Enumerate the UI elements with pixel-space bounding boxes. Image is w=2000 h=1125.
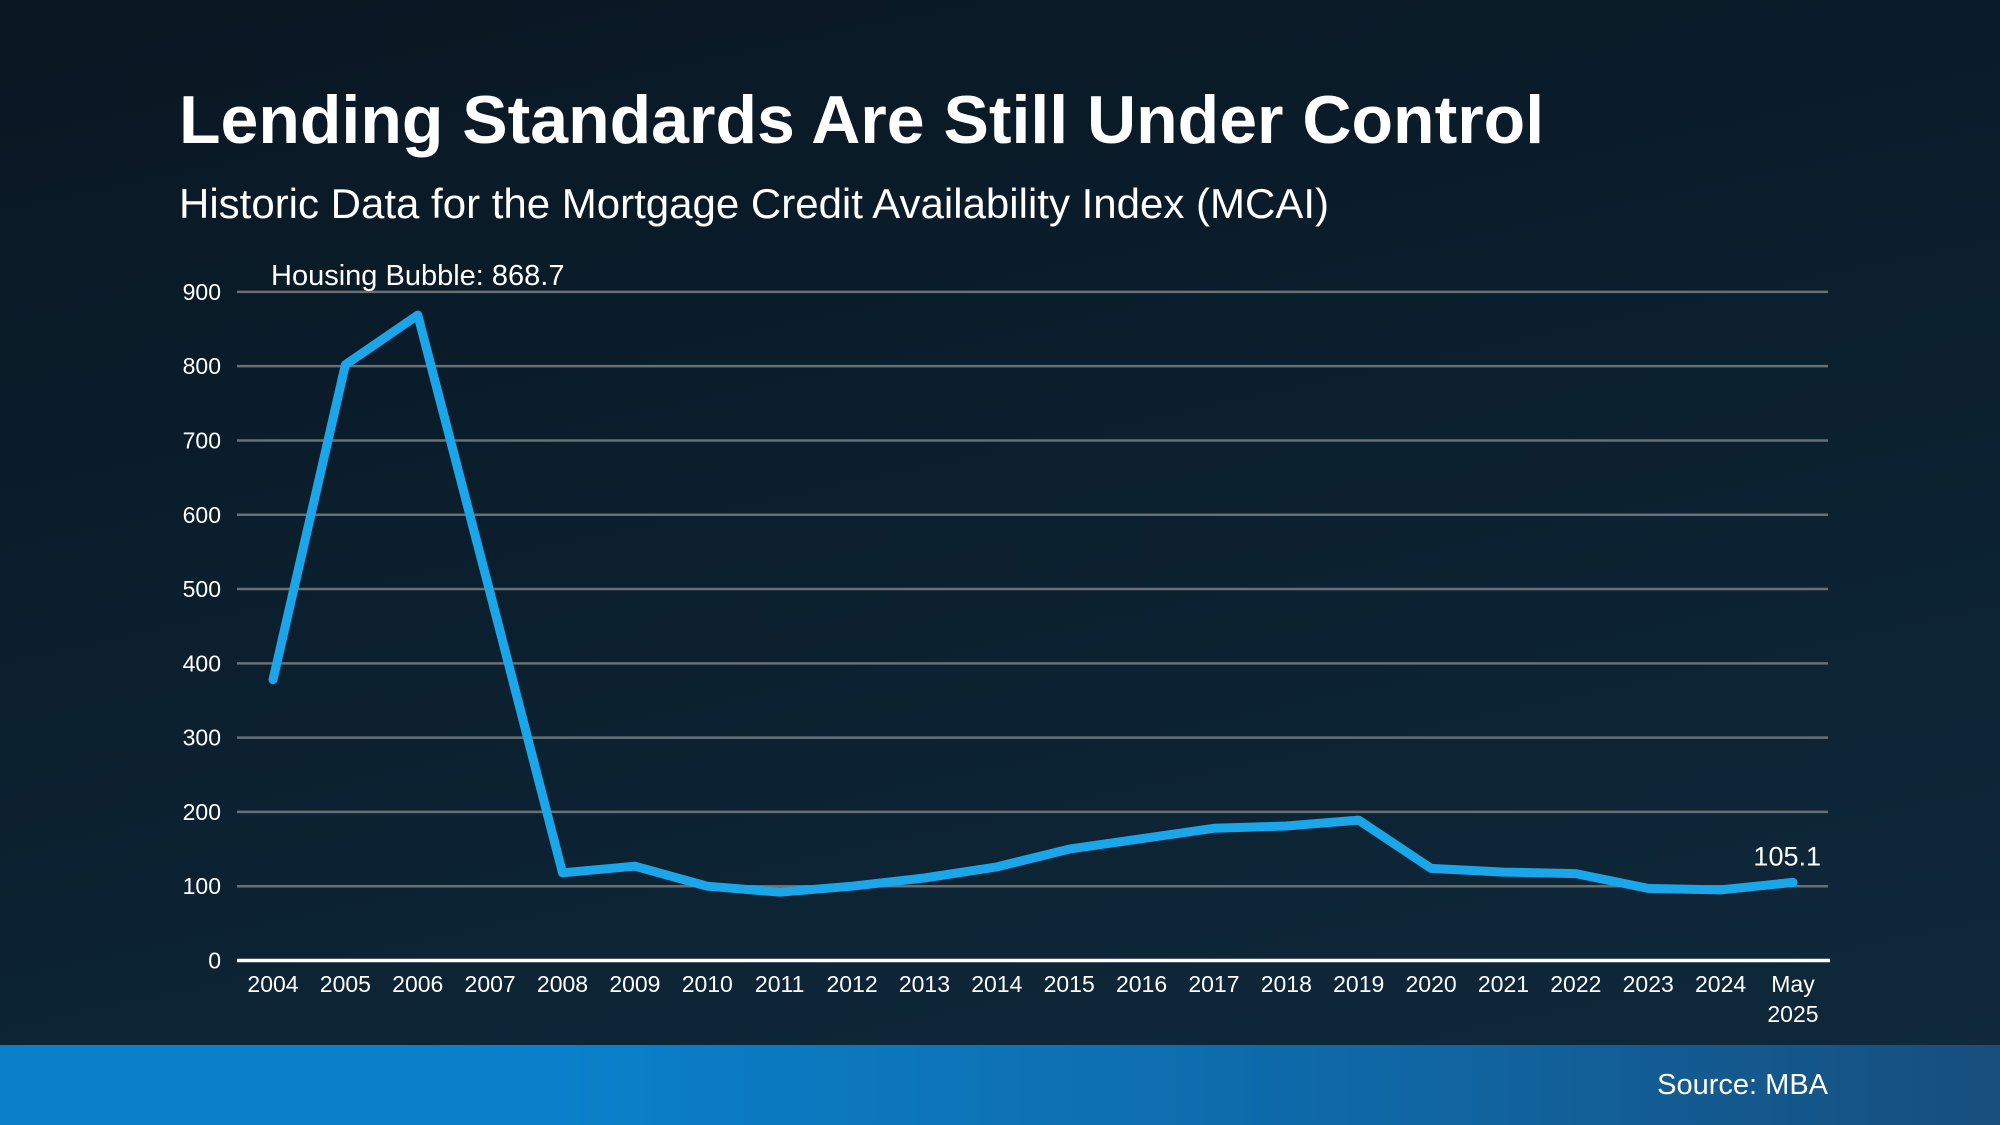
- x-axis-tick-label: 2008: [537, 971, 588, 997]
- mcai-line: [268, 310, 1798, 897]
- y-axis-tick-label: 0: [208, 948, 221, 974]
- housing-bubble-annotation: Housing Bubble: 868.7: [271, 260, 564, 292]
- x-axis-tick-label: 2022: [1550, 971, 1601, 997]
- footer-source-bar: Source: MBA: [0, 1045, 2000, 1125]
- latest-value-label: 105.1: [1753, 841, 1821, 871]
- y-axis-tick-label: 500: [183, 576, 221, 602]
- y-axis-tick-label: 100: [183, 873, 221, 899]
- x-axis-tick-label: 2007: [465, 971, 516, 997]
- x-axis-tick-label: 2015: [1044, 971, 1095, 997]
- x-axis-tick-label: 2017: [1188, 971, 1239, 997]
- x-axis-tick-label: 2024: [1695, 971, 1746, 997]
- x-axis-tick-label: 2019: [1333, 971, 1384, 997]
- x-axis-tick-label: 2013: [899, 971, 950, 997]
- x-axis-tick-label: 2023: [1623, 971, 1674, 997]
- y-axis-tick-label: 400: [183, 650, 221, 676]
- x-axis-tick-label: 2004: [247, 971, 298, 997]
- x-axis-tick-label: 2021: [1478, 971, 1529, 997]
- y-axis-tick-label: 300: [183, 725, 221, 751]
- x-axis-tick-label: 2014: [971, 971, 1022, 997]
- header: Lending Standards Are Still Under Contro…: [179, 86, 1544, 228]
- x-axis-tick-label: 2012: [826, 971, 877, 997]
- y-axis-tick-label: 600: [183, 502, 221, 528]
- y-axis-tick-label: 700: [183, 427, 221, 453]
- x-axis-tick-label: May 2025: [1767, 971, 1818, 1027]
- x-axis-tick-label: 2006: [392, 971, 443, 997]
- page-subtitle: Historic Data for the Mortgage Credit Av…: [179, 180, 1329, 227]
- source-label: Source: MBA: [1657, 1068, 1828, 1101]
- x-axis-tick-label: 2010: [682, 971, 733, 997]
- y-axis-tick-label: 800: [183, 353, 221, 379]
- x-axis-tick-label: 2009: [609, 971, 660, 997]
- x-axis-tick-label: 2005: [320, 971, 371, 997]
- page-title: Lending Standards Are Still Under Contro…: [179, 82, 1545, 158]
- y-axis-tick-label: 900: [183, 279, 221, 305]
- x-axis-tick-label: 2018: [1261, 971, 1312, 997]
- x-axis-tick-label: 2016: [1116, 971, 1167, 997]
- x-axis-tick-label: 2020: [1405, 971, 1456, 997]
- y-axis-tick-label: 200: [183, 799, 221, 825]
- x-axis-tick-label: 2011: [755, 971, 804, 997]
